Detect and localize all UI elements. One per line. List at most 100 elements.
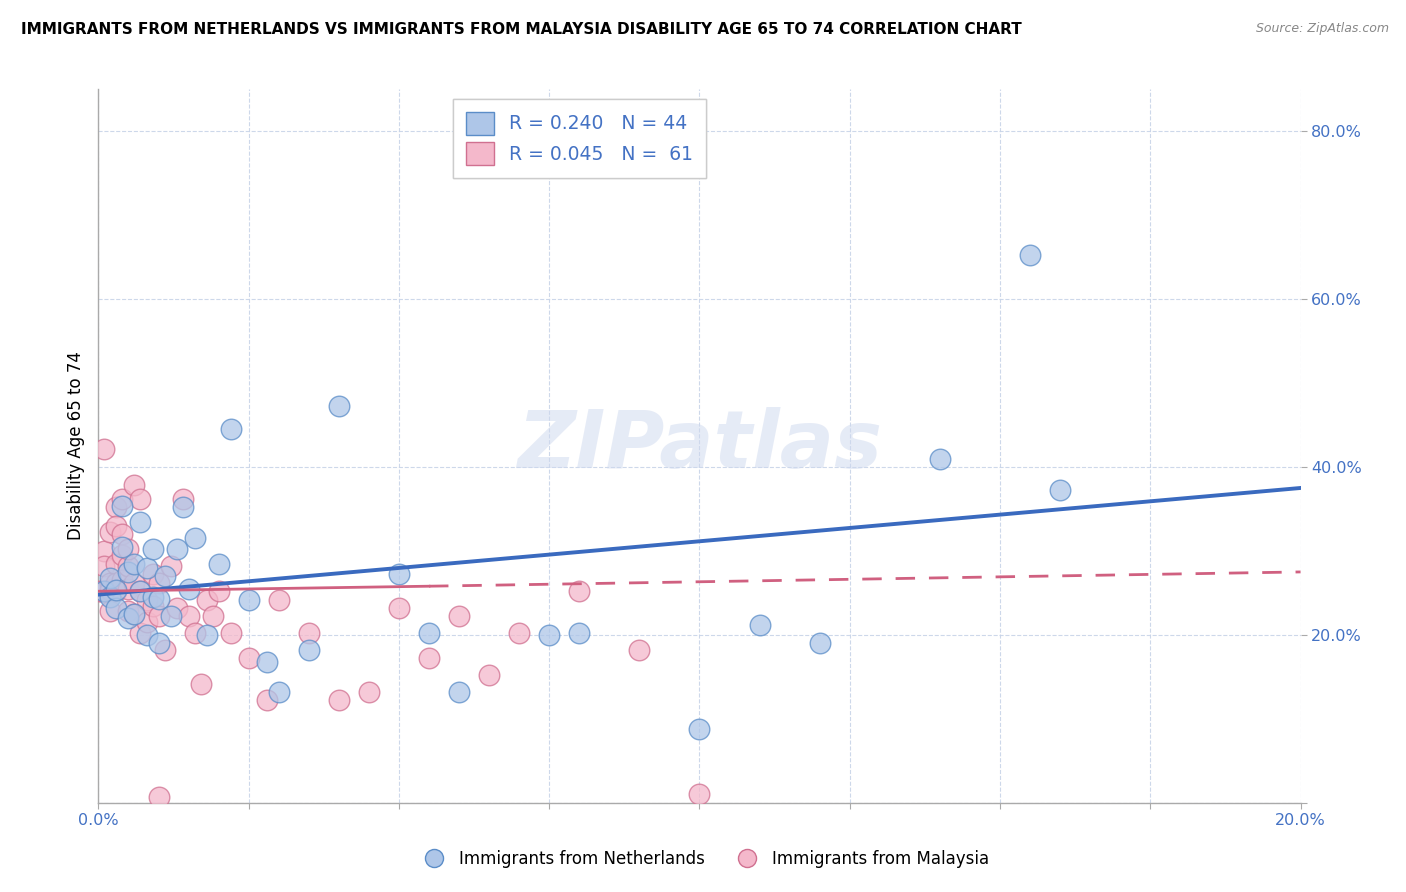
Point xyxy=(135,628,157,642)
Point xyxy=(111,540,134,554)
Point xyxy=(129,515,152,529)
Point xyxy=(190,676,212,690)
Point xyxy=(208,557,231,571)
Point xyxy=(111,548,134,562)
Point xyxy=(148,591,170,606)
Point xyxy=(111,574,134,588)
Point xyxy=(418,626,440,640)
Point xyxy=(100,571,122,585)
Point xyxy=(172,500,194,515)
Point xyxy=(177,582,200,596)
Point xyxy=(93,584,115,599)
Point xyxy=(141,599,163,613)
Point xyxy=(688,722,710,736)
Point xyxy=(117,611,139,625)
Point xyxy=(929,451,952,466)
Point xyxy=(256,693,278,707)
Point xyxy=(418,651,440,665)
Point xyxy=(129,584,152,599)
Point xyxy=(628,643,651,657)
Point xyxy=(166,601,188,615)
Point xyxy=(328,399,350,413)
Point xyxy=(568,626,591,640)
Point xyxy=(478,668,501,682)
Legend: R = 0.240   N = 44, R = 0.045   N =  61: R = 0.240 N = 44, R = 0.045 N = 61 xyxy=(453,99,706,178)
Point xyxy=(105,500,128,515)
Point xyxy=(357,685,380,699)
Point xyxy=(172,491,194,506)
Point xyxy=(153,569,176,583)
Point xyxy=(447,609,470,624)
Point xyxy=(388,601,411,615)
Point xyxy=(117,565,139,579)
Point xyxy=(219,422,242,436)
Text: Source: ZipAtlas.com: Source: ZipAtlas.com xyxy=(1256,22,1389,36)
Point xyxy=(688,788,710,802)
Point xyxy=(100,590,122,604)
Point xyxy=(148,575,170,590)
Point xyxy=(256,655,278,669)
Point xyxy=(238,651,260,665)
Point xyxy=(159,559,181,574)
Point xyxy=(195,592,218,607)
Point xyxy=(93,544,115,558)
Point xyxy=(298,626,321,640)
Point xyxy=(153,643,176,657)
Point xyxy=(141,590,163,604)
Point xyxy=(93,442,115,456)
Point xyxy=(183,626,205,640)
Point xyxy=(124,607,146,621)
Point xyxy=(89,584,111,599)
Point xyxy=(105,601,128,615)
Point xyxy=(117,542,139,557)
Point xyxy=(135,592,157,607)
Point xyxy=(166,542,188,557)
Point xyxy=(238,592,260,607)
Point xyxy=(141,542,163,557)
Point xyxy=(201,609,224,624)
Point xyxy=(508,626,530,640)
Point xyxy=(129,491,152,506)
Point xyxy=(93,584,115,599)
Point xyxy=(124,575,146,590)
Point xyxy=(148,609,170,624)
Point xyxy=(129,584,152,599)
Point xyxy=(388,567,411,582)
Point xyxy=(135,615,157,630)
Point xyxy=(111,491,134,506)
Point xyxy=(105,583,128,598)
Point xyxy=(105,518,128,533)
Point xyxy=(267,685,290,699)
Legend: Immigrants from Netherlands, Immigrants from Malaysia: Immigrants from Netherlands, Immigrants … xyxy=(411,844,995,875)
Point xyxy=(808,636,831,650)
Point xyxy=(538,628,561,642)
Point xyxy=(117,604,139,618)
Point xyxy=(124,478,146,492)
Point xyxy=(141,567,163,582)
Point xyxy=(100,583,122,598)
Point xyxy=(267,592,290,607)
Point xyxy=(111,527,134,541)
Point xyxy=(124,557,146,571)
Point xyxy=(748,617,770,632)
Point xyxy=(100,525,122,540)
Point xyxy=(90,584,112,599)
Point xyxy=(100,575,122,590)
Point xyxy=(124,607,146,621)
Point xyxy=(100,604,122,618)
Point xyxy=(93,559,115,574)
Point xyxy=(117,559,139,574)
Point xyxy=(129,626,152,640)
Point xyxy=(148,636,170,650)
Y-axis label: Disability Age 65 to 74: Disability Age 65 to 74 xyxy=(66,351,84,541)
Point xyxy=(328,693,350,707)
Point xyxy=(1049,483,1071,498)
Point xyxy=(183,532,205,546)
Text: ZIPatlas: ZIPatlas xyxy=(517,407,882,485)
Point xyxy=(298,643,321,657)
Point xyxy=(177,609,200,624)
Point xyxy=(1019,247,1042,261)
Point xyxy=(148,789,170,804)
Point xyxy=(568,584,591,599)
Point xyxy=(111,500,134,514)
